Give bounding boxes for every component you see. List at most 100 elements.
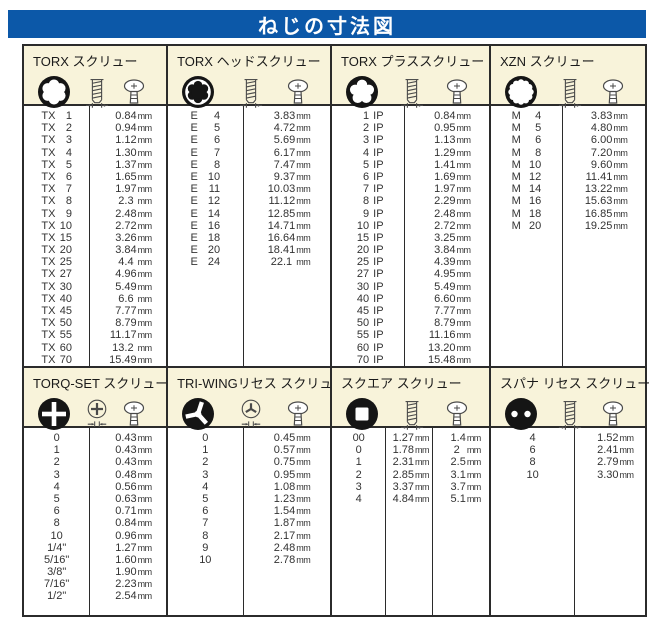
screw-head-view-icon	[445, 398, 469, 431]
screw-side-view-icon	[558, 76, 582, 109]
size-cell: 50 IP	[356, 317, 384, 330]
value-cell: 14.71 mm	[267, 219, 311, 232]
value-cell: 0.57 mm	[273, 444, 311, 457]
value-column: 1.52 mm 2.41 mm 2.79 mm 3.30 mm	[574, 428, 645, 615]
value-cell: 2.31 mm	[392, 456, 430, 469]
value-cell: 6.6 mm	[118, 292, 152, 305]
value-cell: 0.43 mm	[115, 432, 152, 444]
screw-head-view-icon	[601, 398, 625, 431]
value-column: 3.83 mm 4.80 mm 6.00 mm 7.20 mm 9.60 mm 11.41 mm 13.…	[561, 106, 645, 366]
value-cell: 7.77 mm	[115, 305, 152, 317]
size-cell: 45 IP	[356, 305, 384, 317]
size-cell: 00	[352, 432, 365, 444]
size-cell: E 10	[190, 170, 221, 183]
size-cell: 1/4"	[47, 541, 67, 554]
external-torx-head-icon	[181, 75, 215, 109]
panel-data: M 4 M 5 M 6 M 8 M 10 M 12 M 14 M 16 M 18 M 20 3.83 mm 4.80 mm 6…	[491, 106, 645, 366]
recess-top-view-icon	[85, 398, 109, 431]
bolt-side-view-icon	[239, 76, 263, 109]
value-cell: 0.71 mm	[115, 505, 152, 518]
screw-head-view-icon	[445, 76, 469, 109]
panel-data: 00 0 1 2 3 4 1.27 mm 1.78 mm 2.31 mm 2.85 mm 3.37 mm 4.…	[332, 428, 489, 615]
size-cell: 2	[355, 468, 362, 481]
value-cell: 2.17 mm	[273, 529, 311, 542]
value-cell: 5.49 mm	[434, 280, 471, 293]
xzn-spline-recess-icon	[504, 75, 538, 109]
value-cell: 1.27 mm	[115, 541, 152, 554]
size-cell: 20 IP	[356, 244, 384, 257]
bolt-head-view-icon	[286, 76, 310, 109]
torx-plus-recess-icon	[345, 75, 379, 109]
size-cell: TX 7	[41, 183, 72, 196]
size-column: E 4 E 5 E 6 E 7 E 8 E 10 E 11 E 12 E 14 E 16 E 18 E 20 E 24	[168, 106, 242, 366]
value-cell: 0.84 mm	[115, 110, 152, 122]
panel-title: TORX プラススクリュー	[341, 54, 485, 69]
size-cell: TX 2	[41, 122, 72, 135]
value-column-2: 1.4 mm 2 mm 2.5 mm 3.1 mm 3.7 mm 5.1 mm	[432, 428, 489, 615]
value-cell: 11.16 mm	[428, 329, 471, 342]
panel-title: TORQ-SET スクリュー	[33, 376, 169, 391]
screw-side-view-icon	[558, 398, 582, 431]
size-cell: TX 20	[41, 244, 72, 257]
size-cell: 5/16"	[44, 553, 70, 566]
tri-wing-recess-icon	[181, 397, 215, 431]
value-cell: 1.12 mm	[115, 134, 152, 147]
value-cell: 1.54 mm	[273, 505, 311, 518]
value-column: 0.45 mm 0.57 mm 0.75 mm 0.95 mm 1.08 mm 1.23 mm 1.54…	[242, 428, 330, 615]
value-cell: 0.94 mm	[115, 122, 152, 135]
panel-title: XZN スクリュー	[500, 54, 595, 69]
size-cell: TX 3	[41, 134, 72, 147]
value-column: 0.84 mm 0.94 mm 1.12 mm 1.30 mm 1.37 mm 1.65 mm 1.97…	[89, 106, 166, 366]
value-cell: 0.84 mm	[115, 517, 152, 530]
value-cell: 3.26 mm	[115, 231, 152, 244]
size-cell: 3	[202, 468, 209, 481]
panel-header: TORX スクリュー	[24, 46, 167, 106]
value-cell: 0.43 mm	[115, 444, 152, 457]
value-cell: 18.41 mm	[267, 244, 311, 257]
size-cell: 10	[50, 529, 63, 542]
size-cell: 8	[53, 517, 60, 530]
size-cell: M 18	[511, 207, 542, 220]
size-cell: TX 5	[41, 158, 72, 171]
value-cell: 11.41 mm	[585, 170, 628, 183]
panel-data: 0 1 2 3 4 5 6 7 8 9 10 0.45 mm 0.57 mm 0.75 mm 0.95 mm 1.0…	[168, 428, 330, 615]
value-cell: 0.56 mm	[115, 480, 152, 493]
value-cell: 0.43 mm	[115, 456, 152, 469]
size-column: 0 1 2 3 4 5 6 7 8 9 10	[168, 428, 242, 615]
size-cell: E 11	[190, 183, 221, 196]
value-cell: 12.85 mm	[267, 207, 311, 220]
size-cell: TX 4	[41, 146, 72, 159]
panel-square: スクエア スクリュー 00 0 1 2 3 4 1.27 mm 1.78 mm 2.31 mm 2.8…	[330, 366, 489, 615]
screw-dimension-table: TORX スクリュー TX 1 TX 2 TX 3 TX 4 TX 5 TX 6 TX 7 TX 8 TX 9 TX…	[22, 44, 650, 617]
value-column-1: 1.27 mm 1.78 mm 2.31 mm 2.85 mm 3.37 mm 4.84 mm	[385, 428, 432, 615]
size-cell: 3/8"	[47, 566, 67, 579]
panel-title: スクエア スクリュー	[341, 376, 462, 391]
panel-header: XZN スクリュー	[491, 46, 645, 106]
size-cell: 10	[199, 553, 212, 566]
value-cell: 9.37 mm	[273, 170, 311, 183]
value-cell: 4.39 mm	[434, 256, 471, 269]
size-cell: 3 IP	[363, 134, 384, 147]
value-cell: 1.52 mm	[597, 432, 634, 444]
size-cell: 5	[53, 492, 60, 505]
size-cell: 27 IP	[356, 268, 384, 281]
size-cell: 1 IP	[363, 110, 384, 122]
size-cell: E 20	[190, 244, 221, 257]
panel-torx: TORX スクリュー TX 1 TX 2 TX 3 TX 4 TX 5 TX 6 TX 7 TX 8 TX 9 TX…	[24, 46, 167, 366]
value-cell: 2.48 mm	[434, 207, 471, 220]
value-cell: 2.23 mm	[115, 578, 152, 591]
size-cell: 6	[53, 505, 60, 518]
value-cell: 2 mm	[453, 444, 482, 457]
size-cell: 6	[529, 444, 536, 457]
size-column: M 4 M 5 M 6 M 8 M 10 M 12 M 14 M 16 M 18 M 20	[491, 106, 562, 366]
value-cell: 1.4 mm	[450, 432, 482, 444]
value-cell: 1.41 mm	[434, 158, 471, 171]
size-cell: 1	[355, 456, 362, 469]
panel-data: 1 IP 2 IP 3 IP 4 IP 5 IP 6 IP 7 IP 8 IP 9 IP 10 IP 15 IP 20 IP 2…	[332, 106, 489, 366]
panel-title: TORX スクリュー	[33, 54, 138, 69]
size-cell: E 24	[190, 256, 221, 269]
value-cell: 1.90 mm	[115, 566, 152, 579]
value-cell: 3.7 mm	[450, 480, 482, 493]
